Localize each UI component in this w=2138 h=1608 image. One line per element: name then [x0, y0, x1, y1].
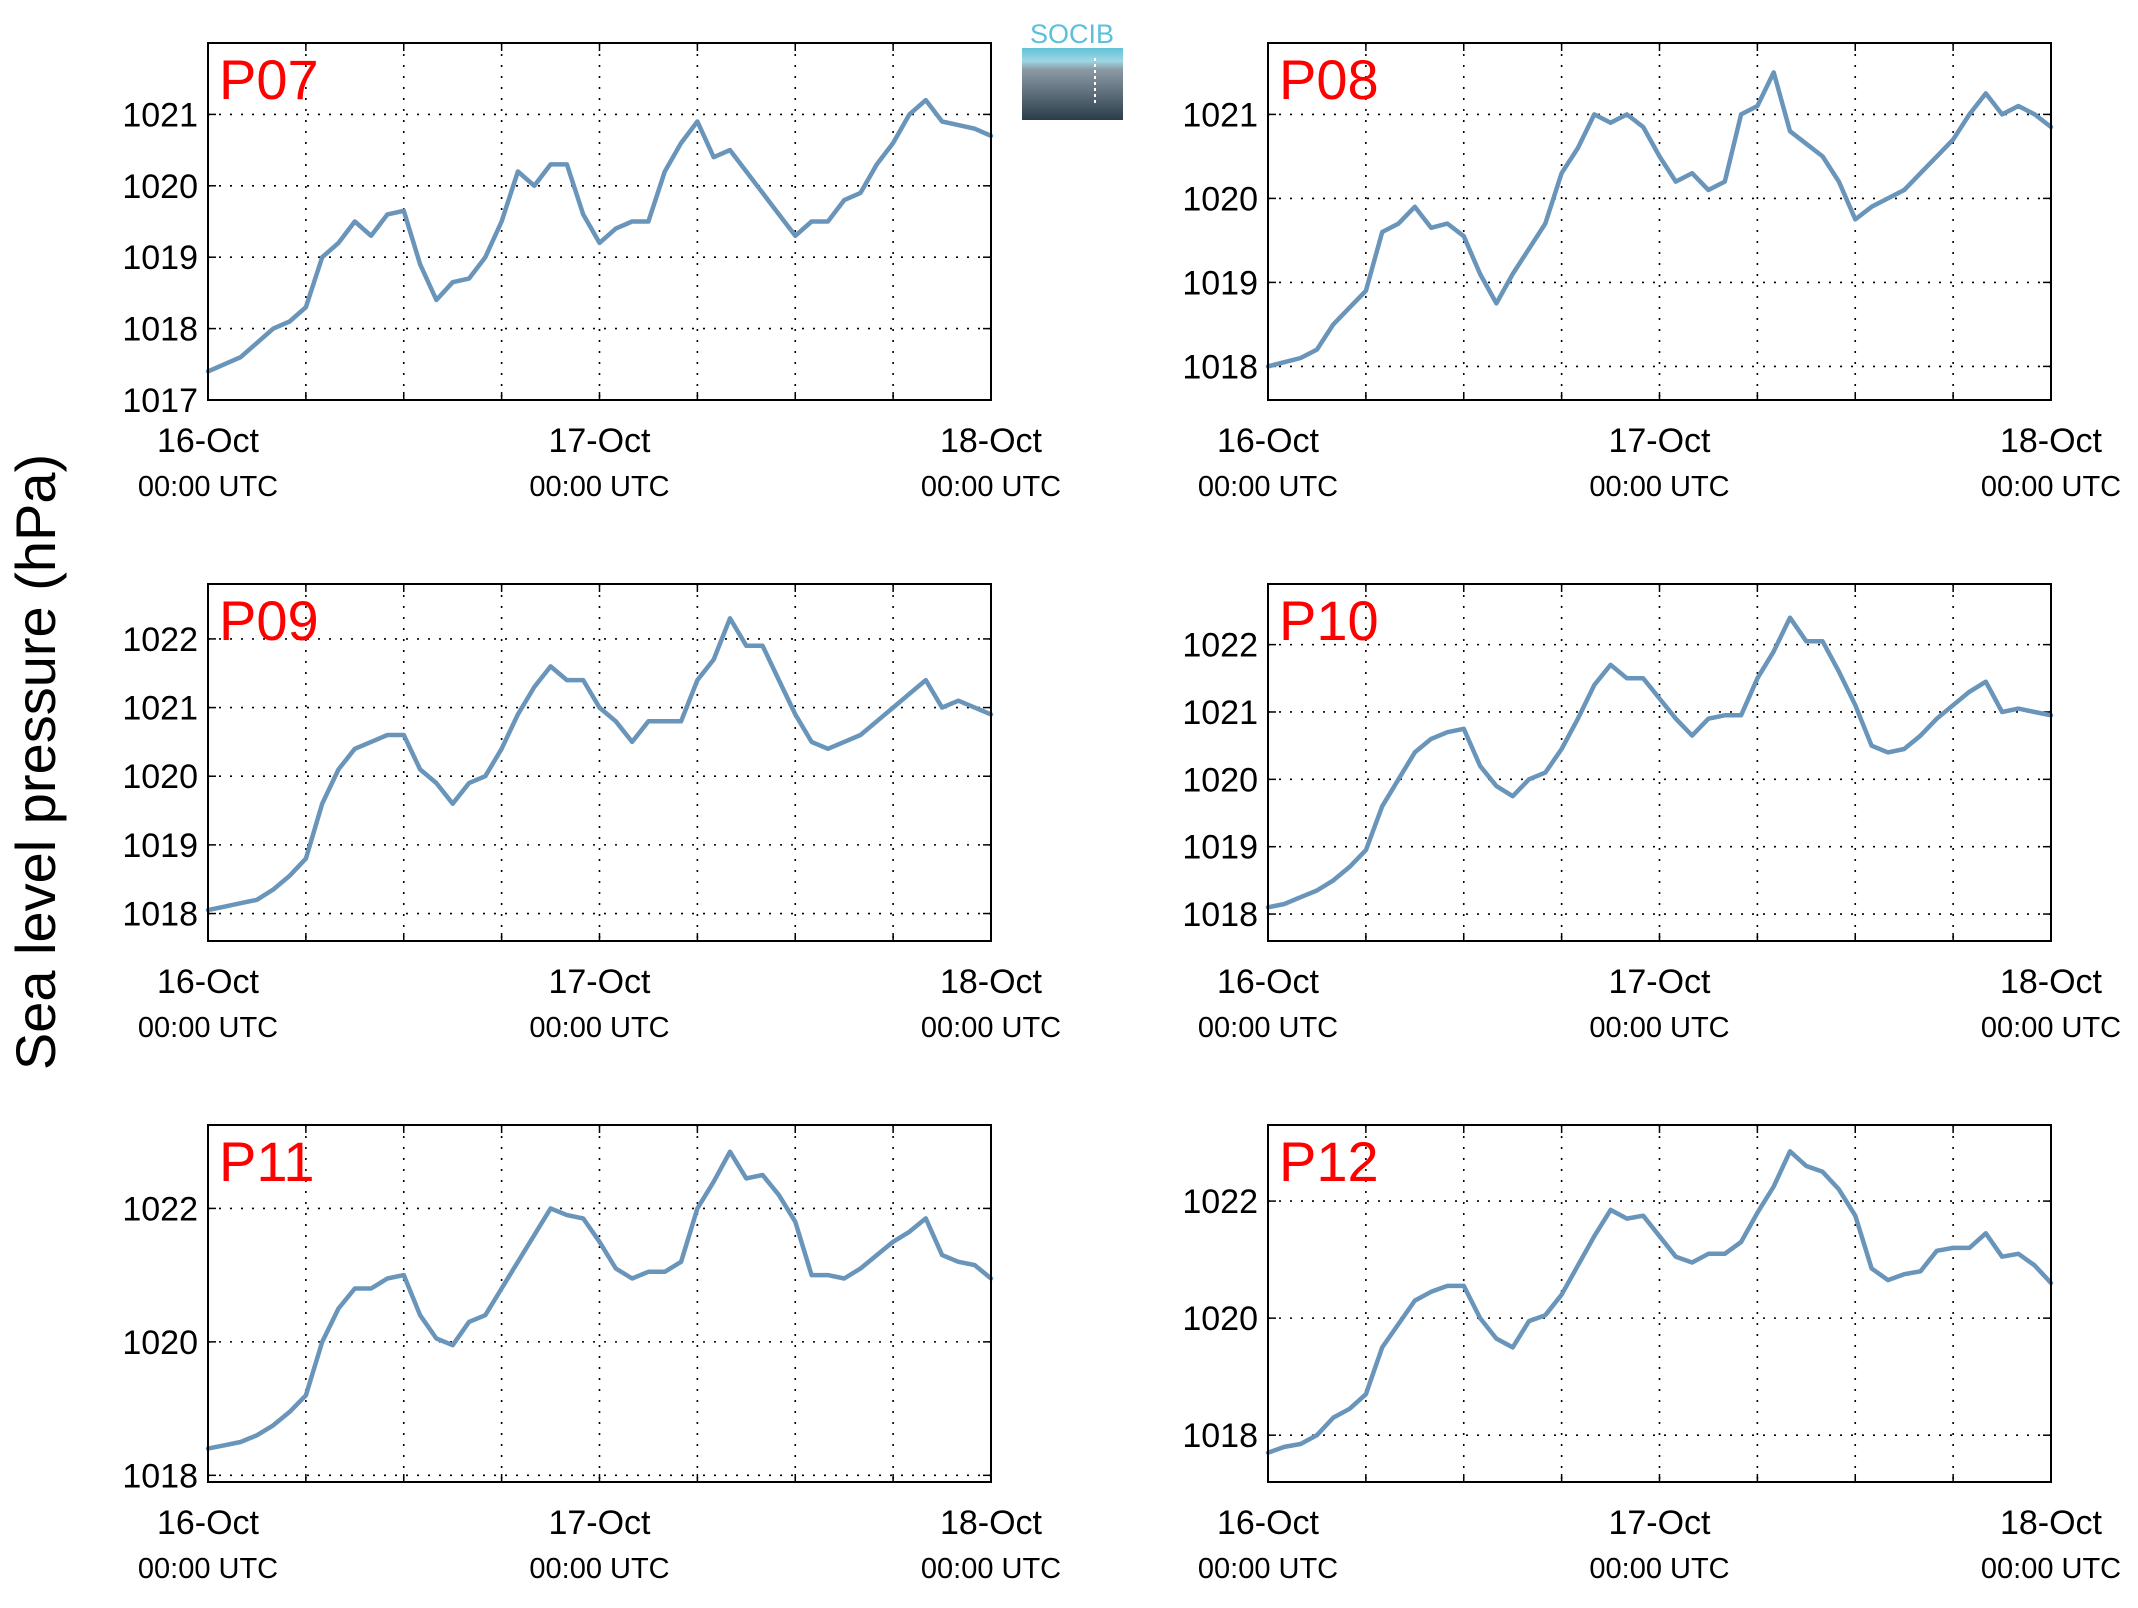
- x-tick-sublabel: 00:00 UTC: [1981, 1012, 2121, 1044]
- y-tick-label: 1022: [1182, 1183, 1258, 1221]
- plot-frame: [207, 1124, 992, 1483]
- series-line-p07: [205, 97, 994, 374]
- y-tick-label: 1020: [1182, 180, 1258, 218]
- x-tick-label: 18-Oct: [940, 422, 1043, 460]
- panel-title-p12: P12: [1279, 1130, 1379, 1193]
- x-tick-label: 16-Oct: [157, 422, 260, 460]
- y-tick-label: 1020: [1182, 761, 1258, 799]
- y-tick-label: 1017: [122, 382, 198, 420]
- x-tick-sublabel: 00:00 UTC: [529, 471, 669, 503]
- chart-panel-p09: 1018 1019 1020 1021 1022 16-Oct 00:00 UTC 17-Oc…: [122, 583, 1061, 1044]
- x-tick-sublabel: 00:00 UTC: [1981, 1553, 2121, 1585]
- panel-title-p09: P09: [219, 589, 319, 652]
- x-tick-sublabel: 00:00 UTC: [138, 1012, 278, 1044]
- series-line-p10: [1265, 615, 2054, 910]
- x-tick-sublabel: 00:00 UTC: [138, 471, 278, 503]
- x-tick-label: 16-Oct: [1217, 422, 1320, 460]
- x-tick-sublabel: 00:00 UTC: [1589, 1553, 1729, 1585]
- series-line-p08: [1265, 70, 2054, 369]
- logo-text: SOCIB: [1030, 19, 1114, 49]
- series-line-p09: [205, 616, 994, 913]
- y-tick-label: 1020: [122, 758, 198, 796]
- logo-mark: [1022, 48, 1123, 120]
- series-line-p12: [1265, 1149, 2054, 1455]
- x-tick-sublabel: 00:00 UTC: [529, 1553, 669, 1585]
- y-tick-label: 1018: [122, 896, 198, 934]
- plot-frame: [207, 42, 992, 401]
- y-tick-label: 1022: [1182, 627, 1258, 665]
- y-tick-label: 1019: [122, 827, 198, 865]
- y-axis-label: Sea level pressure (hPa): [4, 454, 67, 1070]
- socib-logo: SOCIB: [1022, 19, 1123, 120]
- x-tick-sublabel: 00:00 UTC: [1589, 471, 1729, 503]
- chart-panel-p08: 1018 1019 1020 1021 16-Oct 00:00 UTC 17-Oct 00:…: [1182, 42, 2121, 503]
- panel-title-p08: P08: [1279, 48, 1379, 111]
- chart-panel-p12: 1018 1020 1022 16-Oct 00:00 UTC 17-Oct 00:00 U…: [1182, 1124, 2121, 1585]
- panel-title-p11: P11: [219, 1130, 314, 1193]
- x-tick-label: 18-Oct: [2000, 422, 2103, 460]
- x-tick-label: 17-Oct: [1608, 422, 1711, 460]
- y-tick-label: 1018: [1182, 896, 1258, 934]
- x-tick-label: 17-Oct: [548, 422, 651, 460]
- x-tick-label: 16-Oct: [1217, 1504, 1320, 1542]
- x-tick-label: 18-Oct: [2000, 1504, 2103, 1542]
- x-tick-label: 16-Oct: [157, 1504, 260, 1542]
- x-tick-label: 18-Oct: [2000, 963, 2103, 1001]
- y-tick-label: 1018: [122, 1457, 198, 1495]
- y-tick-label: 1019: [122, 239, 198, 277]
- x-tick-sublabel: 00:00 UTC: [1198, 1012, 1338, 1044]
- series-line-p11: [205, 1149, 994, 1451]
- x-tick-sublabel: 00:00 UTC: [529, 1012, 669, 1044]
- y-tick-label: 1019: [1182, 829, 1258, 867]
- x-tick-sublabel: 00:00 UTC: [921, 471, 1061, 503]
- chart-panel-p07: 1017 1018 1019 1020 1021 16-Oct 00:00 UTC 17-Oc…: [122, 42, 1061, 503]
- x-tick-sublabel: 00:00 UTC: [138, 1553, 278, 1585]
- x-tick-sublabel: 00:00 UTC: [1198, 1553, 1338, 1585]
- y-tick-label: 1020: [1182, 1300, 1258, 1338]
- panel-title-p07: P07: [219, 48, 319, 111]
- x-tick-label: 17-Oct: [548, 1504, 651, 1542]
- y-tick-label: 1019: [1182, 264, 1258, 302]
- panel-title-p10: P10: [1279, 589, 1379, 652]
- x-tick-label: 16-Oct: [157, 963, 260, 1001]
- y-tick-label: 1018: [1182, 348, 1258, 386]
- x-tick-sublabel: 00:00 UTC: [1589, 1012, 1729, 1044]
- plot-frame: [1267, 1124, 2052, 1483]
- chart-panel-p10: 1018 1019 1020 1021 1022 16-Oct 00:00 UTC 17-Oc…: [1182, 583, 2121, 1044]
- y-tick-label: 1018: [122, 311, 198, 349]
- chart-panel-p11: 1018 1020 1022 16-Oct 00:00 UTC 17-Oct 00:00 U…: [122, 1124, 1061, 1585]
- x-tick-sublabel: 00:00 UTC: [921, 1012, 1061, 1044]
- y-tick-label: 1020: [122, 1324, 198, 1362]
- x-tick-label: 17-Oct: [1608, 1504, 1711, 1542]
- x-tick-sublabel: 00:00 UTC: [1981, 471, 2121, 503]
- y-tick-label: 1022: [122, 1190, 198, 1228]
- plot-frame: [1267, 42, 2052, 401]
- y-tick-label: 1022: [122, 621, 198, 659]
- x-tick-sublabel: 00:00 UTC: [921, 1553, 1061, 1585]
- x-tick-label: 18-Oct: [940, 1504, 1043, 1542]
- plot-frame: [1267, 583, 2052, 942]
- plot-frame: [207, 583, 992, 942]
- x-tick-label: 18-Oct: [940, 963, 1043, 1001]
- x-tick-label: 17-Oct: [548, 963, 651, 1001]
- y-tick-label: 1020: [122, 168, 198, 206]
- y-tick-label: 1021: [122, 690, 198, 728]
- x-tick-sublabel: 00:00 UTC: [1198, 471, 1338, 503]
- y-tick-label: 1021: [1182, 694, 1258, 732]
- y-tick-label: 1018: [1182, 1417, 1258, 1455]
- x-tick-label: 16-Oct: [1217, 963, 1320, 1001]
- y-tick-label: 1021: [1182, 96, 1258, 134]
- x-tick-label: 17-Oct: [1608, 963, 1711, 1001]
- y-tick-label: 1021: [122, 96, 198, 134]
